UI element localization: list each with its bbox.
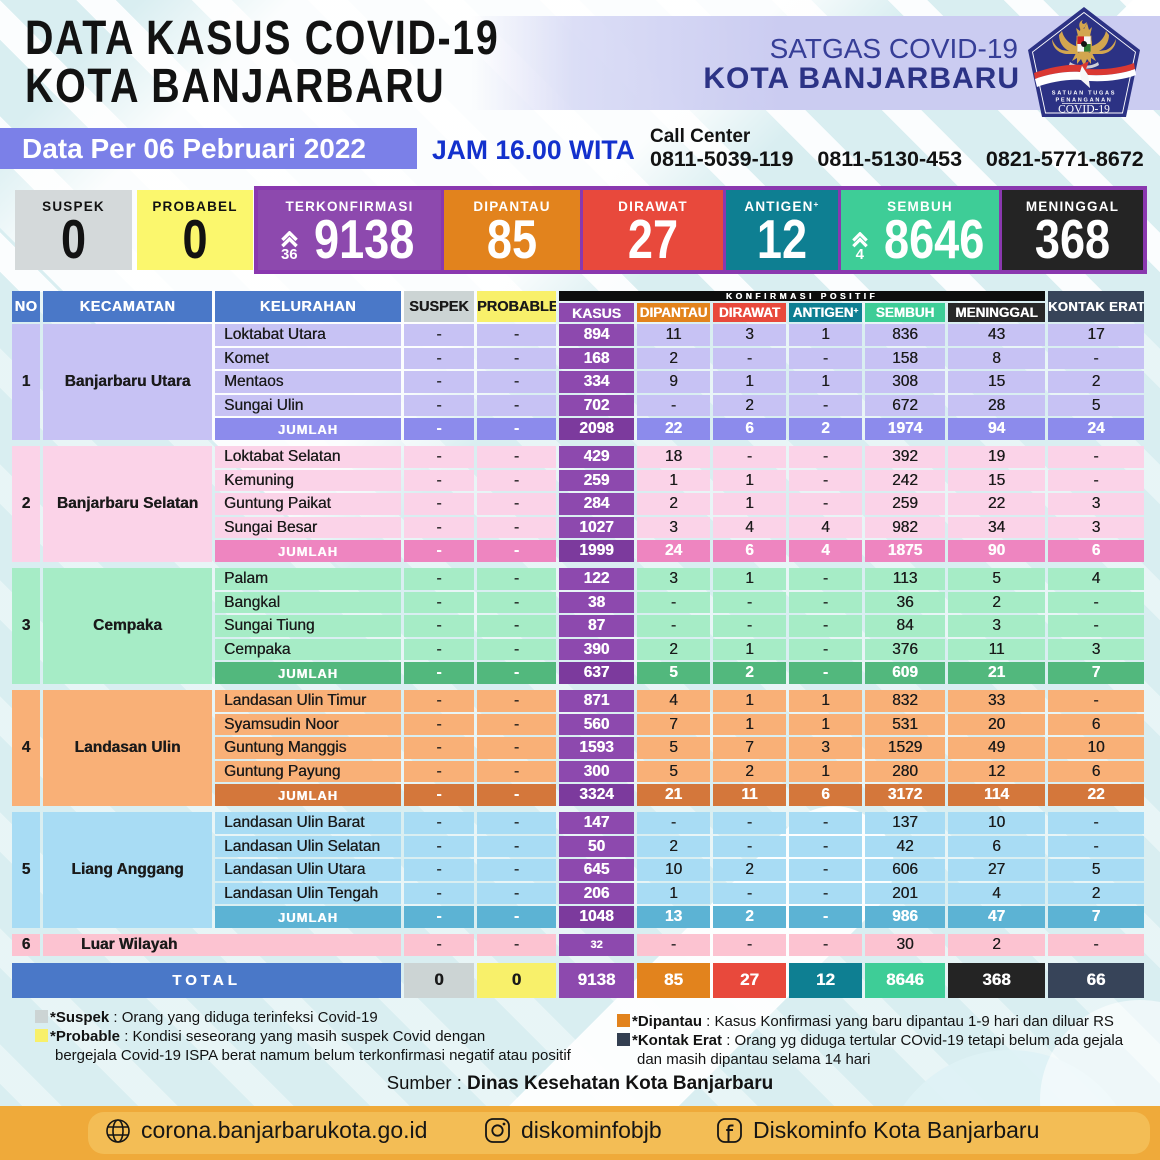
svg-text:PENANGANAN: PENANGANAN [1055, 98, 1112, 104]
svg-text:COVID-19: COVID-19 [1058, 104, 1110, 116]
svg-text:SATUAN TUGAS: SATUAN TUGAS [1052, 91, 1116, 97]
